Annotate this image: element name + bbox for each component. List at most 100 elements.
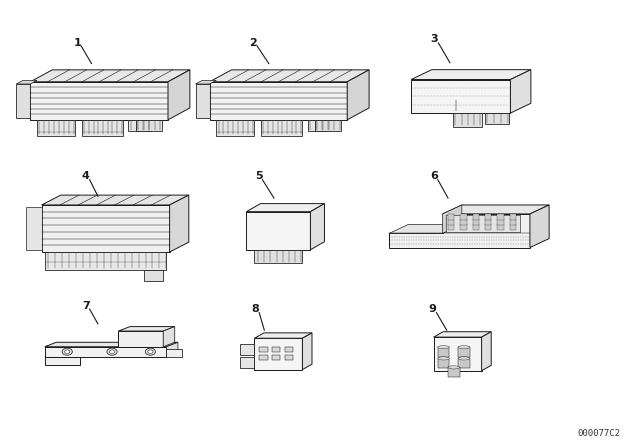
Polygon shape [163, 327, 175, 347]
Polygon shape [259, 347, 268, 352]
Polygon shape [443, 205, 549, 214]
Polygon shape [136, 120, 161, 131]
Polygon shape [460, 215, 467, 220]
Polygon shape [168, 70, 190, 120]
Polygon shape [45, 357, 80, 365]
Circle shape [62, 348, 72, 355]
Polygon shape [246, 212, 310, 250]
Polygon shape [448, 367, 460, 377]
Polygon shape [443, 205, 462, 233]
Polygon shape [438, 345, 449, 349]
Polygon shape [166, 349, 182, 357]
Polygon shape [166, 342, 178, 357]
Polygon shape [285, 347, 293, 352]
Polygon shape [255, 333, 312, 338]
Polygon shape [128, 120, 151, 131]
Polygon shape [216, 120, 255, 135]
Polygon shape [259, 355, 268, 360]
Circle shape [148, 350, 153, 353]
Polygon shape [310, 203, 324, 250]
Polygon shape [389, 224, 462, 233]
Circle shape [109, 350, 115, 353]
Polygon shape [241, 358, 255, 368]
Polygon shape [347, 70, 369, 120]
Polygon shape [196, 81, 216, 84]
Polygon shape [434, 332, 492, 337]
Polygon shape [438, 347, 449, 357]
Polygon shape [210, 70, 369, 82]
Polygon shape [485, 215, 492, 220]
Polygon shape [308, 120, 330, 131]
Polygon shape [485, 113, 509, 124]
Polygon shape [82, 120, 123, 135]
Text: 5: 5 [255, 171, 262, 181]
Text: 6: 6 [430, 171, 438, 181]
Polygon shape [272, 355, 280, 360]
Polygon shape [448, 366, 460, 369]
Polygon shape [302, 333, 312, 370]
Polygon shape [472, 220, 479, 225]
Polygon shape [510, 215, 516, 220]
Polygon shape [497, 215, 504, 220]
Polygon shape [241, 344, 255, 355]
Polygon shape [481, 332, 492, 371]
Polygon shape [42, 205, 170, 252]
Polygon shape [170, 195, 189, 252]
Polygon shape [261, 120, 303, 135]
Polygon shape [272, 347, 280, 352]
Polygon shape [530, 205, 549, 247]
Polygon shape [511, 69, 531, 113]
Polygon shape [17, 84, 31, 117]
Polygon shape [458, 345, 470, 349]
Polygon shape [453, 113, 482, 126]
Polygon shape [438, 358, 449, 368]
Polygon shape [37, 120, 76, 135]
Polygon shape [17, 81, 37, 84]
Polygon shape [472, 215, 479, 220]
Text: 2: 2 [250, 38, 257, 47]
Polygon shape [254, 250, 302, 263]
Text: 8: 8 [252, 304, 259, 314]
Text: 3: 3 [431, 34, 438, 44]
Text: 9: 9 [429, 304, 436, 314]
Polygon shape [497, 224, 504, 230]
Polygon shape [458, 357, 470, 360]
Text: 1: 1 [74, 38, 81, 47]
Polygon shape [45, 352, 92, 357]
Polygon shape [255, 338, 302, 370]
Polygon shape [485, 220, 492, 225]
Polygon shape [26, 207, 42, 250]
Circle shape [65, 350, 70, 353]
Polygon shape [389, 214, 530, 247]
Polygon shape [31, 70, 190, 82]
Polygon shape [31, 82, 168, 120]
Polygon shape [438, 357, 449, 360]
Polygon shape [460, 220, 467, 225]
Polygon shape [485, 224, 492, 230]
Circle shape [107, 348, 117, 355]
Polygon shape [458, 347, 470, 357]
Polygon shape [118, 327, 175, 331]
Polygon shape [497, 220, 504, 225]
Text: 000077C2: 000077C2 [578, 429, 621, 438]
Polygon shape [510, 220, 516, 225]
Polygon shape [144, 270, 163, 281]
Polygon shape [448, 224, 454, 230]
Text: 4: 4 [82, 171, 90, 181]
Polygon shape [246, 203, 324, 212]
Polygon shape [42, 195, 189, 205]
Polygon shape [434, 337, 481, 371]
Polygon shape [412, 79, 511, 113]
Polygon shape [285, 355, 293, 360]
Polygon shape [460, 224, 467, 230]
Polygon shape [446, 215, 520, 232]
Polygon shape [196, 84, 210, 117]
Polygon shape [510, 224, 516, 230]
Text: 7: 7 [82, 301, 90, 310]
Polygon shape [118, 331, 163, 347]
Polygon shape [45, 342, 178, 347]
Polygon shape [448, 220, 454, 225]
Polygon shape [210, 82, 347, 120]
Polygon shape [472, 224, 479, 230]
Circle shape [145, 348, 156, 355]
